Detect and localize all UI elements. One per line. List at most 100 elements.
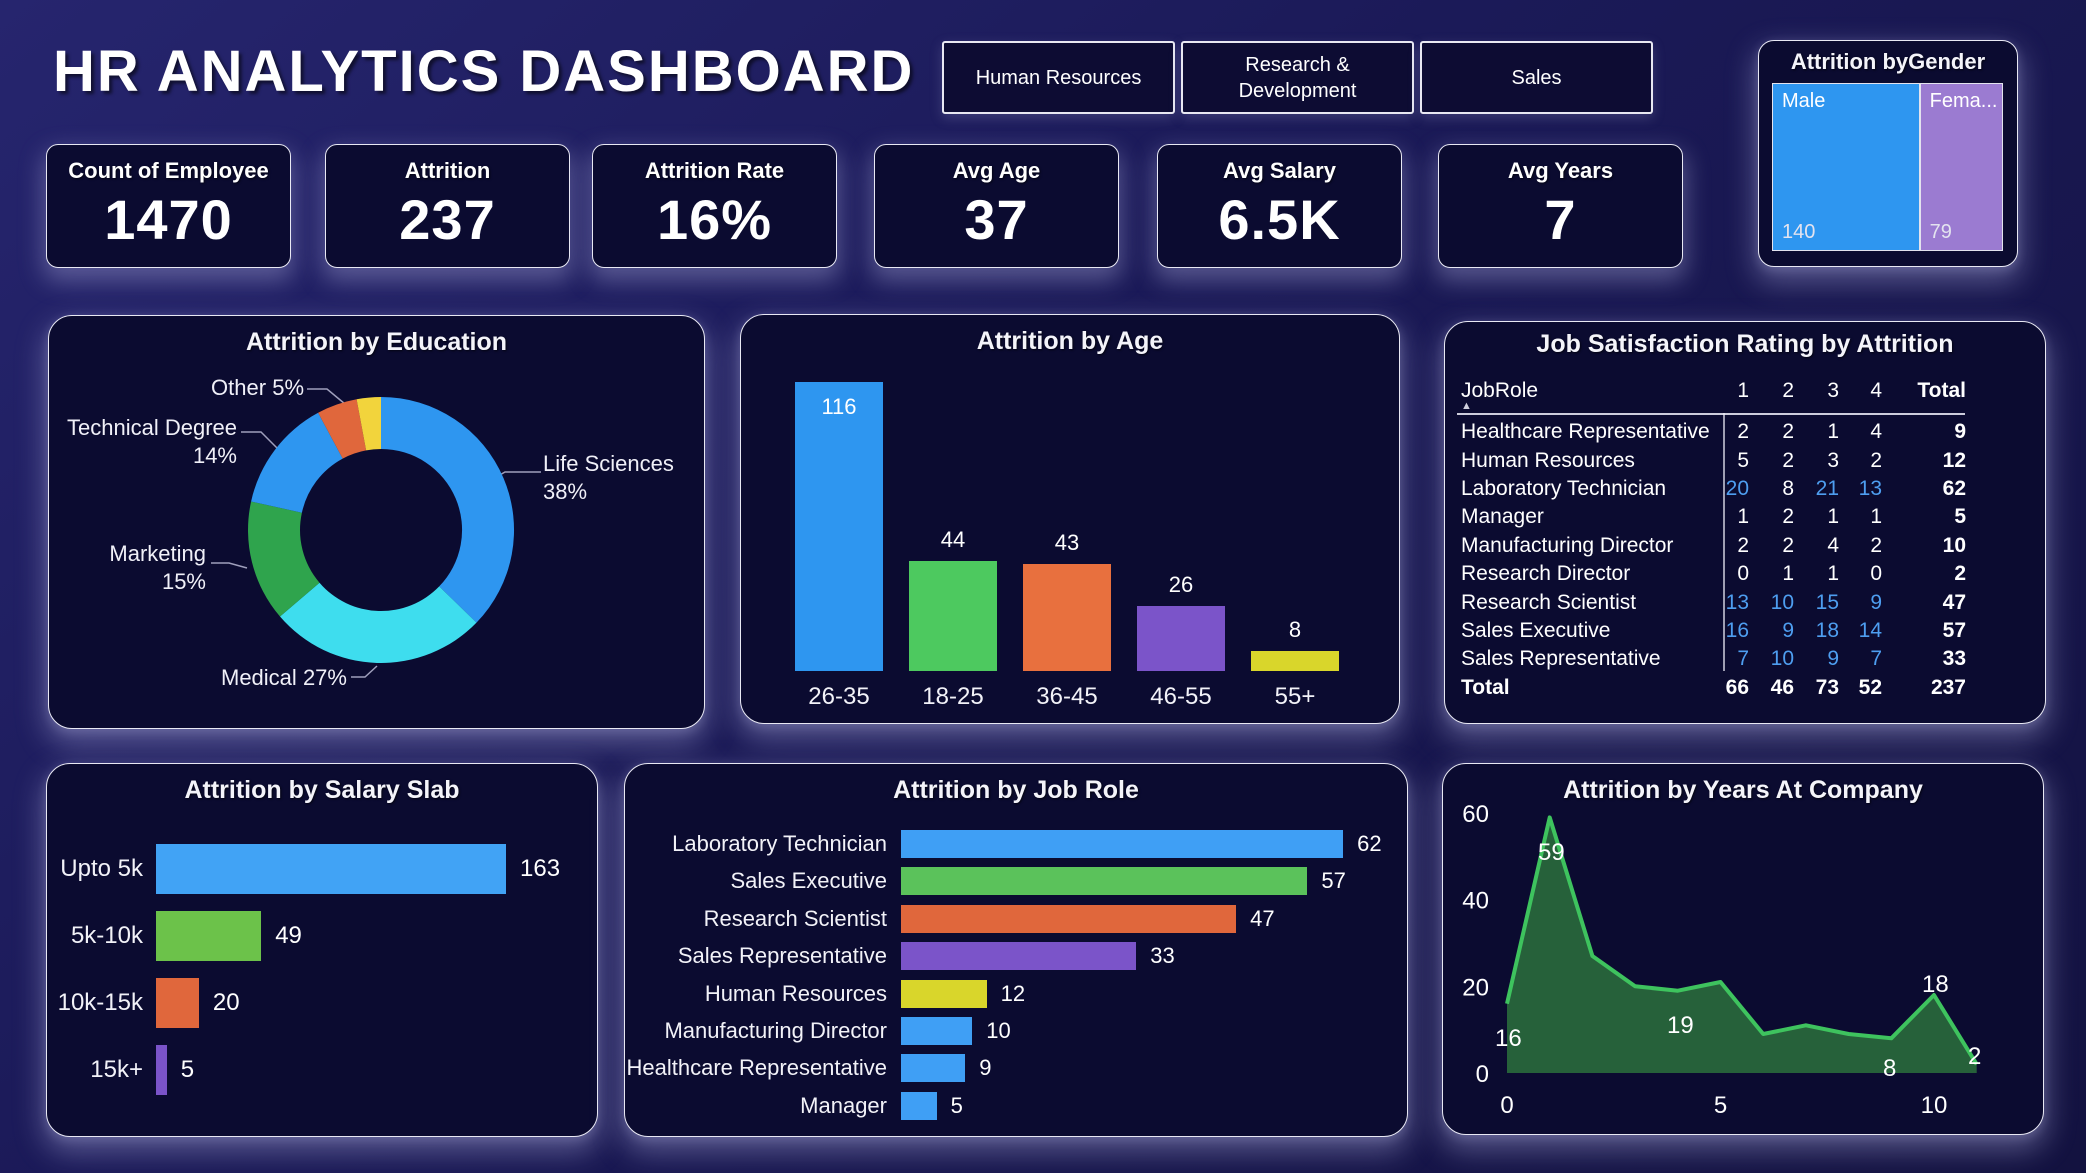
age-axis-label: 46-55 bbox=[1150, 683, 1212, 710]
bar-upto-5k[interactable] bbox=[156, 844, 506, 894]
age-bar-36-45[interactable] bbox=[1023, 563, 1111, 671]
bar-value: 5 bbox=[180, 1056, 195, 1083]
donut-slice-life-sciences[interactable] bbox=[381, 397, 515, 623]
table-cell: 0 bbox=[1870, 562, 1882, 586]
bar-sales-representative[interactable] bbox=[901, 942, 1137, 971]
bar-10k-15k[interactable] bbox=[156, 978, 199, 1028]
table-cell: 3 bbox=[1827, 448, 1839, 472]
table-row-sales-executive[interactable]: Sales Executive 16 9 18 14 57 bbox=[1455, 617, 1966, 645]
donut-slice-unlabeled[interactable] bbox=[356, 397, 381, 451]
donut-slice-technical-degree[interactable] bbox=[251, 412, 343, 513]
age-bar-55[interactable] bbox=[1251, 651, 1339, 671]
bar-manager[interactable] bbox=[901, 1091, 937, 1120]
table-cell: 16 bbox=[1725, 618, 1749, 642]
bar-15k[interactable] bbox=[156, 1045, 167, 1095]
filter-button-research-development[interactable]: Research & Development bbox=[1181, 41, 1414, 114]
table-row-healthcare-representative[interactable]: Healthcare Representative 2 2 1 4 9 bbox=[1455, 418, 1966, 446]
table-row-manager[interactable]: Manager 1 2 1 1 5 bbox=[1455, 503, 1966, 531]
attrition-by-age-card: Attrition by Age 116 26-35 44 18-25 43 36-45 2… bbox=[740, 314, 1400, 724]
attrition-by-education-card: Attrition by Education Other 5% Technica… bbox=[48, 315, 705, 729]
treemap-value: 79 bbox=[1929, 221, 1952, 243]
filter-button-sales[interactable]: Sales bbox=[1420, 41, 1653, 114]
years-chart-title: Attrition by Years At Company bbox=[1563, 776, 1923, 804]
table-cell: 2 bbox=[1737, 533, 1749, 557]
treemap-segment-fema[interactable]: Fema... 79 bbox=[1919, 83, 2003, 251]
bar-value: 12 bbox=[1000, 980, 1026, 1006]
point-label: 16 bbox=[1495, 1025, 1522, 1052]
table-cell-jobrole: Research Director bbox=[1461, 562, 1631, 586]
table-cell: 1 bbox=[1782, 562, 1794, 586]
table-row-research-director[interactable]: Research Director 0 1 1 0 2 bbox=[1455, 560, 1966, 588]
table-cell-jobrole: Healthcare Representative bbox=[1461, 420, 1710, 444]
y-axis-tick: 60 bbox=[1462, 801, 1489, 828]
salary-bar-chart: Upto 5k 163 5k-10k 49 10k-15k 20 15k+ 5 bbox=[47, 764, 597, 1136]
bar-manufacturing-director[interactable] bbox=[901, 1017, 973, 1045]
bar-label-healthcare-representative: Healthcare Representative bbox=[626, 1055, 887, 1081]
bar-value: 163 bbox=[520, 855, 561, 882]
donut-slice-medical[interactable] bbox=[280, 582, 477, 664]
age-bar-value: 43 bbox=[1054, 529, 1080, 555]
table-header[interactable]: JobRole 1 2 3 4 Total bbox=[1455, 379, 1966, 403]
attrition-by-gender-card: Attrition byGender Male 140 Fema... 79 bbox=[1758, 40, 2018, 267]
table-cell: 8 bbox=[1782, 476, 1794, 500]
kpi-value: 237 bbox=[399, 188, 496, 251]
column-header-total[interactable]: Total bbox=[1917, 379, 1966, 402]
table-cell: 9 bbox=[1870, 590, 1882, 614]
table-row-manufacturing-director[interactable]: Manufacturing Director 2 2 4 2 10 bbox=[1455, 532, 1966, 560]
bar-5k-10k[interactable] bbox=[156, 911, 262, 961]
table-cell: 1 bbox=[1827, 505, 1839, 529]
table-row-sales-representative[interactable]: Sales Representative 7 10 9 7 33 bbox=[1455, 645, 1966, 673]
age-axis-label: 18-25 bbox=[922, 683, 984, 710]
bar-label-upto-5k: Upto 5k bbox=[60, 855, 143, 882]
donut-label-medical: Medical 27% bbox=[221, 665, 347, 690]
kpi-value: 16% bbox=[656, 188, 773, 251]
table-row-human-resources[interactable]: Human Resources 5 2 3 2 12 bbox=[1455, 446, 1966, 474]
age-bar-26-35[interactable] bbox=[795, 382, 883, 671]
column-header-jobrole[interactable]: JobRole bbox=[1461, 379, 1539, 402]
age-column-chart: 116 26-35 44 18-25 43 36-45 26 46-55 8 55+ bbox=[741, 315, 1399, 723]
y-axis-tick: 40 bbox=[1462, 888, 1489, 915]
column-header-3[interactable]: 3 bbox=[1827, 379, 1839, 402]
kpi-label: Avg Age bbox=[952, 158, 1041, 183]
y-axis-tick: 20 bbox=[1462, 974, 1489, 1001]
bar-research-scientist[interactable] bbox=[901, 904, 1237, 933]
age-bar-46-55[interactable] bbox=[1137, 606, 1225, 671]
treemap-value: 140 bbox=[1782, 221, 1816, 243]
bar-label-10k-15k: 10k-15k bbox=[57, 989, 143, 1016]
column-header-2[interactable]: 2 bbox=[1782, 379, 1794, 402]
area-fill[interactable] bbox=[1507, 817, 1977, 1073]
table-cell: 1 bbox=[1827, 562, 1839, 586]
bar-label-sales-representative: Sales Representative bbox=[677, 943, 887, 969]
donut-slice-marketing[interactable] bbox=[248, 501, 320, 617]
bar-healthcare-representative[interactable] bbox=[901, 1054, 966, 1083]
age-bar-18-25[interactable] bbox=[909, 561, 997, 671]
sort-ascending-icon[interactable]: ▲ bbox=[1461, 400, 1472, 412]
table-cell-total: 5 bbox=[1954, 505, 1966, 529]
bar-label-manufacturing-director: Manufacturing Director bbox=[664, 1018, 887, 1043]
point-label: 59 bbox=[1538, 839, 1565, 866]
column-header-1[interactable]: 1 bbox=[1737, 379, 1749, 402]
filter-button-human-resources[interactable]: Human Resources bbox=[942, 41, 1175, 114]
bar-sales-executive[interactable] bbox=[901, 867, 1308, 896]
table-cell-jobrole: Manager bbox=[1461, 505, 1544, 529]
table-row-laboratory-technician[interactable]: Laboratory Technician 20 8 21 13 62 bbox=[1455, 475, 1966, 503]
table-cell-total: 10 bbox=[1942, 533, 1966, 557]
y-axis-tick: 0 bbox=[1476, 1061, 1489, 1088]
table-header-rule bbox=[1457, 413, 1965, 415]
bar-laboratory-technician[interactable] bbox=[901, 830, 1344, 858]
kpi-attrition-rate: Attrition Rate 16% bbox=[592, 144, 837, 268]
bar-human-resources[interactable] bbox=[901, 979, 987, 1008]
table-cell: 66 bbox=[1725, 675, 1749, 699]
donut-slice-other[interactable] bbox=[318, 399, 367, 459]
age-bar-value: 44 bbox=[940, 527, 966, 553]
table-cell: 14 bbox=[1858, 618, 1882, 642]
column-header-4[interactable]: 4 bbox=[1870, 379, 1882, 402]
treemap-segment-male[interactable]: Male 140 bbox=[1772, 83, 1920, 251]
age-axis-label: 36-45 bbox=[1036, 683, 1098, 710]
department-filter-row: Human Resources Research & Development S… bbox=[942, 41, 1653, 114]
kpi-label: Count of Employee bbox=[68, 158, 269, 183]
table-cell-jobrole: Human Resources bbox=[1461, 448, 1635, 472]
table-row-research-scientist[interactable]: Research Scientist 13 10 15 9 47 bbox=[1455, 588, 1966, 616]
jobrole-chart-title: Attrition by Job Role bbox=[893, 776, 1139, 804]
kpi-label: Avg Years bbox=[1507, 158, 1614, 183]
